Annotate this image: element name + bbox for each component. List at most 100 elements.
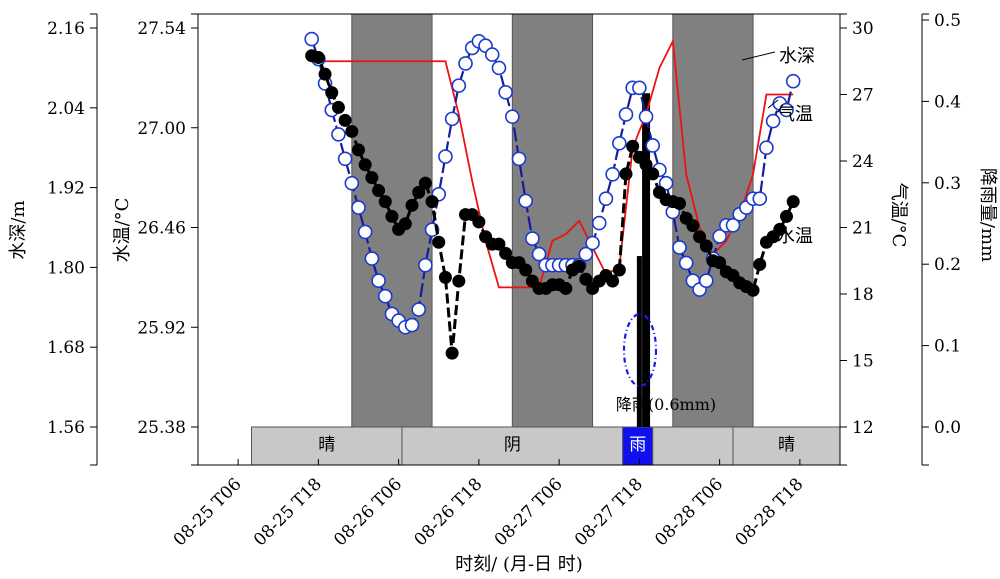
x-tick-label: 08-28 T06 [651,474,727,550]
water-temp-point [499,246,513,260]
weather-label-1: 晴 [318,435,335,455]
series-label-water-temp: 水温 [777,226,813,247]
water-temp-point [432,235,446,249]
air-temp-point [759,140,774,155]
water-temp-axis-tick-label: 26.46 [137,219,186,239]
water-temp-point [626,139,640,153]
water-temp-point [713,256,727,270]
x-tick-label: 08-26 T18 [410,474,486,550]
water-temp-point [693,230,707,244]
water-depth-axis-tick-label: 2.16 [47,19,85,39]
air-temp-point [785,73,801,89]
water-temp-point [418,176,432,190]
air-temp-point [612,135,627,151]
water-temp-point [472,215,486,229]
water-depth-axis-tick-label: 1.56 [47,418,85,438]
water-temp-point [311,51,325,65]
water-temp-point [372,184,386,198]
air-temp-point [418,257,433,273]
series-label-water-depth: 水深 [779,46,815,67]
air-temp-point [752,191,768,206]
weather-label-2: 阴 [504,435,521,455]
water-temp-point [559,281,573,295]
water-temp-point [385,209,399,223]
air-temp-axis-tick-label: 21 [852,219,874,239]
rain-bar-1 [636,256,642,427]
x-tick-label: 08-25 T06 [170,474,246,550]
air-temp-axis-tick-label: 12 [852,418,874,438]
air-temp-point [618,107,634,122]
rainfall-axis-tick-label: 0.2 [934,255,961,275]
water-temp-point [619,167,633,181]
air-temp-point [698,273,714,289]
air-temp-point [498,84,513,100]
rainfall-axis-tick-label: 0.4 [934,92,961,112]
water-temp-point [753,257,767,271]
air-temp-point [404,317,420,333]
water-temp-point [572,259,586,273]
water-temp-point [338,113,352,127]
weather-cell-5 [732,426,841,466]
air-temp-point [591,215,607,231]
water-temp-point [673,196,686,210]
water-temp-point [365,171,379,185]
air-temp-axis-tick-label: 15 [852,352,874,372]
water-temp-point [579,272,593,286]
x-tick-label: 08-26 T06 [330,474,406,550]
air-temp-point [765,113,781,129]
water-temp-axis-title: 水温/°C [112,198,133,263]
air-temp-point [632,80,647,96]
water-temp-point [345,124,359,138]
air-temp-point [357,224,373,240]
water-temp-point [612,263,626,277]
air-temp-point [531,246,547,262]
air-temp-point [525,231,540,246]
air-temp-point [458,56,473,71]
water-temp-point [492,237,506,251]
water-temp-point [438,270,452,284]
water-temp-point [352,143,365,157]
water-depth-axis-tick-label: 1.92 [47,179,85,199]
leader-air-temp [767,99,779,109]
air-temp-point [638,109,654,124]
air-temp-point [438,149,453,164]
air-temp-point [605,167,620,182]
weather-label-3: 雨 [629,435,646,455]
rainfall-axis-tick-label: 0.5 [934,11,961,31]
air-temp-point [304,31,319,47]
water-temp-axis-tick-label: 27.00 [137,119,186,139]
water-temp-point [606,274,620,288]
rainfall-axis-tick-label: 0.3 [934,174,961,194]
air-temp-point [645,138,661,153]
rain-event-ellipse [622,312,658,388]
water-temp-point [358,158,372,172]
air-temp-point [511,151,527,167]
air-temp-point [672,240,687,255]
weather-cell-1 [251,426,403,466]
water-temp-point [646,167,660,181]
air-temp-point [331,127,346,142]
water-temp-point [331,100,345,114]
water-depth-axis-tick-label: 1.68 [47,338,85,358]
rain-bar-2 [642,93,651,427]
air-temp-point [578,246,594,262]
weather-label-5: 晴 [778,435,795,455]
x-axis-label: 时刻/ (月-日 时) [455,554,583,575]
air-temp-point [344,175,360,191]
water-temp-point [639,158,653,172]
air-temp-point [484,47,500,62]
water-temp-point [398,217,412,231]
leader-water-depth [741,51,776,61]
air-temp-point [779,102,794,118]
air-temp-point [518,193,533,209]
rainfall-axis-tick-label: 0.0 [934,418,961,438]
water-temp-point [405,198,419,212]
air-temp-point [491,60,507,76]
rain-annotation-label: 降雨(0.6mm) [616,395,716,414]
x-tick-label: 08-28 T18 [731,474,807,550]
weather-cell-2 [401,426,624,466]
air-temp-point [364,251,380,266]
water-temp-point [318,67,332,81]
air-temp-axis-tick-label: 27 [852,86,874,106]
